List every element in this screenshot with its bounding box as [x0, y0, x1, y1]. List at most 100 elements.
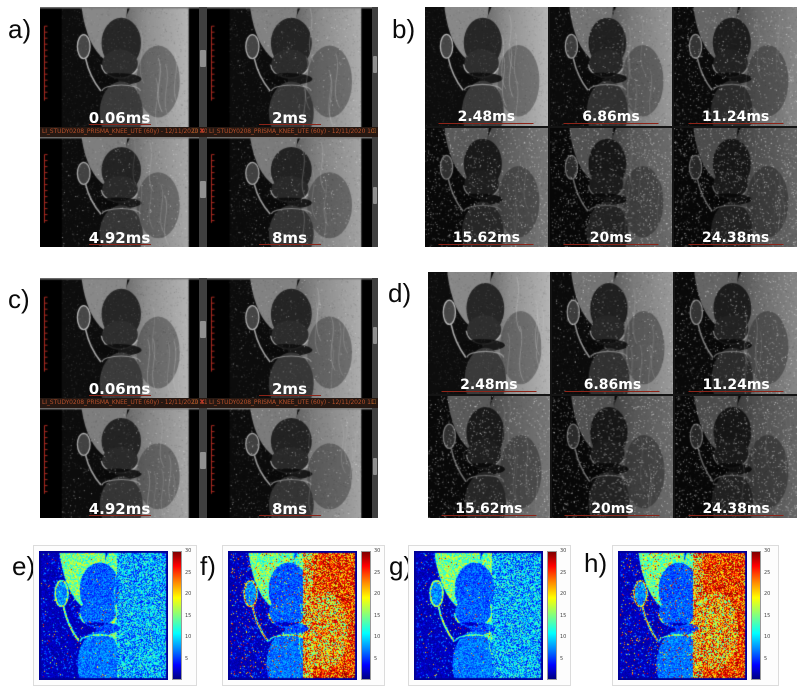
measurement-scale-line: [258, 515, 321, 516]
colorbar: [751, 551, 761, 680]
tile-b5: 20ms: [549, 128, 673, 247]
viewport-c4: 8ms: [207, 408, 372, 518]
panel-letter-g: g): [389, 551, 413, 581]
scrollbar-track[interactable]: [199, 7, 207, 127]
colorbar-tick-label: 20: [185, 591, 192, 597]
viewport-c1: 0.06ms: [40, 278, 199, 398]
tile-d3: 11.24ms: [675, 272, 797, 394]
tile-b2: 6.86ms: [549, 7, 673, 126]
tile-d5: 20ms: [551, 396, 674, 518]
tile-b4: 15.62ms: [425, 128, 548, 247]
scrollbar-track[interactable]: [199, 137, 207, 247]
scrollbar-thumb[interactable]: [200, 50, 206, 68]
measurement-scale-line: [258, 395, 321, 396]
panel-letter-b: b): [392, 14, 416, 44]
colorbar-tick-label: 15: [185, 612, 192, 619]
echo-time-label: 24.38ms: [702, 501, 770, 517]
echo-time-label: 2.48ms: [457, 109, 516, 125]
series-description: LI_STUDY0208_PRISMA_KNEE_UTE (60y) - 12/…: [42, 399, 207, 406]
mri-image-c4: [207, 408, 372, 518]
scrollbar-thumb[interactable]: [373, 186, 377, 204]
mri-image-b2: [549, 7, 673, 126]
scrollbar-thumb[interactable]: [373, 327, 377, 345]
measurement-scale-line: [563, 244, 659, 245]
tile-b6: 24.38ms: [674, 128, 797, 247]
measurement-scale-line: [688, 123, 784, 124]
close-icon[interactable]: ✕: [199, 399, 205, 406]
restore-icon[interactable]: □: [192, 399, 198, 406]
echo-time-label: 2ms: [272, 380, 307, 398]
measurement-scale-line: [563, 123, 659, 124]
scrollbar-track[interactable]: [372, 278, 378, 398]
measurement-scale-line: [88, 244, 151, 245]
mri-image-a4: [207, 137, 372, 247]
colorbar: [172, 551, 182, 680]
tile-b1: 2.48ms: [425, 7, 548, 126]
mri-image-a1: [40, 7, 199, 127]
panel-letter-e: e): [12, 551, 36, 581]
mri-image-b3: [674, 7, 797, 126]
echo-time-label: 0.06ms: [88, 109, 151, 127]
colorbar-tick-label: 20: [560, 591, 567, 597]
restore-icon[interactable]: □: [371, 399, 376, 406]
mri-image-d4: [428, 396, 550, 518]
viewport-a2: 2ms: [207, 7, 372, 127]
colorbar-tick-label: 5: [374, 655, 378, 662]
mri-image-d1: [428, 272, 550, 394]
panel-letter-c: c): [8, 284, 30, 314]
echo-time-label: 8ms: [272, 500, 307, 518]
scrollbar-thumb[interactable]: [200, 180, 206, 198]
viewport-c2: 2ms: [207, 278, 372, 398]
mri-image-b5: [549, 128, 673, 247]
mri-image-b1: [425, 7, 548, 126]
panel-d-grid: 2.48ms 6.86ms 11.24ms 15.62ms 20ms 24.38ms: [428, 272, 797, 518]
mri-image-d6: [675, 396, 797, 518]
close-icon[interactable]: ✕: [199, 128, 205, 135]
panel-f-map-box: 30 25 20 15 10 5: [222, 545, 385, 686]
measurement-scale-line: [88, 124, 151, 125]
echo-time-label: 2.48ms: [460, 377, 518, 393]
scrollbar-track[interactable]: [372, 137, 378, 247]
colorbar-tick-label: 20: [764, 591, 771, 597]
panel-g-map-box: 30 25 20 15 10 5: [408, 545, 571, 686]
window-controls: □: [370, 398, 376, 408]
parametric-map-e: [39, 551, 168, 680]
colorbar-tick-label: 10: [185, 634, 192, 640]
scrollbar-track[interactable]: [199, 278, 207, 398]
mri-image-c1: [40, 278, 199, 398]
measurement-scale-line: [88, 395, 151, 396]
panel-h-map-box: 30 25 20 15 10 5: [612, 545, 779, 686]
colorbar-tick-label: 20: [374, 591, 381, 597]
parametric-map-f: [228, 551, 357, 680]
measurement-scale-line: [688, 515, 784, 516]
colorbar-tick-label: 5: [560, 655, 564, 662]
scrollbar-thumb[interactable]: [373, 457, 377, 475]
echo-time-label: 6.86ms: [582, 109, 640, 125]
scrollbar-thumb[interactable]: [373, 56, 377, 74]
mri-image-b4: [425, 128, 548, 247]
echo-time-label: 4.92ms: [88, 229, 151, 247]
mri-image-a2: [207, 7, 372, 127]
panel-letter-a: a): [8, 14, 32, 44]
colorbar: [361, 551, 371, 680]
echo-time-label: 20ms: [591, 501, 634, 517]
window-controls: □ ✕: [191, 398, 205, 408]
colorbar-tick-label: 25: [374, 569, 381, 576]
scrollbar-thumb[interactable]: [200, 321, 206, 339]
scrollbar-track[interactable]: [372, 7, 378, 127]
colorbar-tick-label: 25: [764, 569, 771, 576]
scrollbar-thumb[interactable]: [200, 451, 206, 469]
restore-icon[interactable]: □: [192, 128, 198, 135]
measurement-scale-line: [438, 123, 534, 124]
scrollbar-track[interactable]: [199, 408, 207, 518]
series-description: LI_STUDY0208_PRISMA_KNEE_UTE (60y) - 12/…: [209, 128, 375, 135]
tile-d2: 6.86ms: [551, 272, 674, 394]
measurement-scale-line: [441, 515, 537, 516]
tile-d1: 2.48ms: [428, 272, 550, 394]
echo-time-label: 4.92ms: [88, 500, 151, 518]
restore-icon[interactable]: □: [371, 128, 376, 135]
colorbar: [547, 551, 557, 680]
colorbar-tick-label: 15: [374, 612, 381, 619]
scrollbar-track[interactable]: [372, 408, 378, 518]
